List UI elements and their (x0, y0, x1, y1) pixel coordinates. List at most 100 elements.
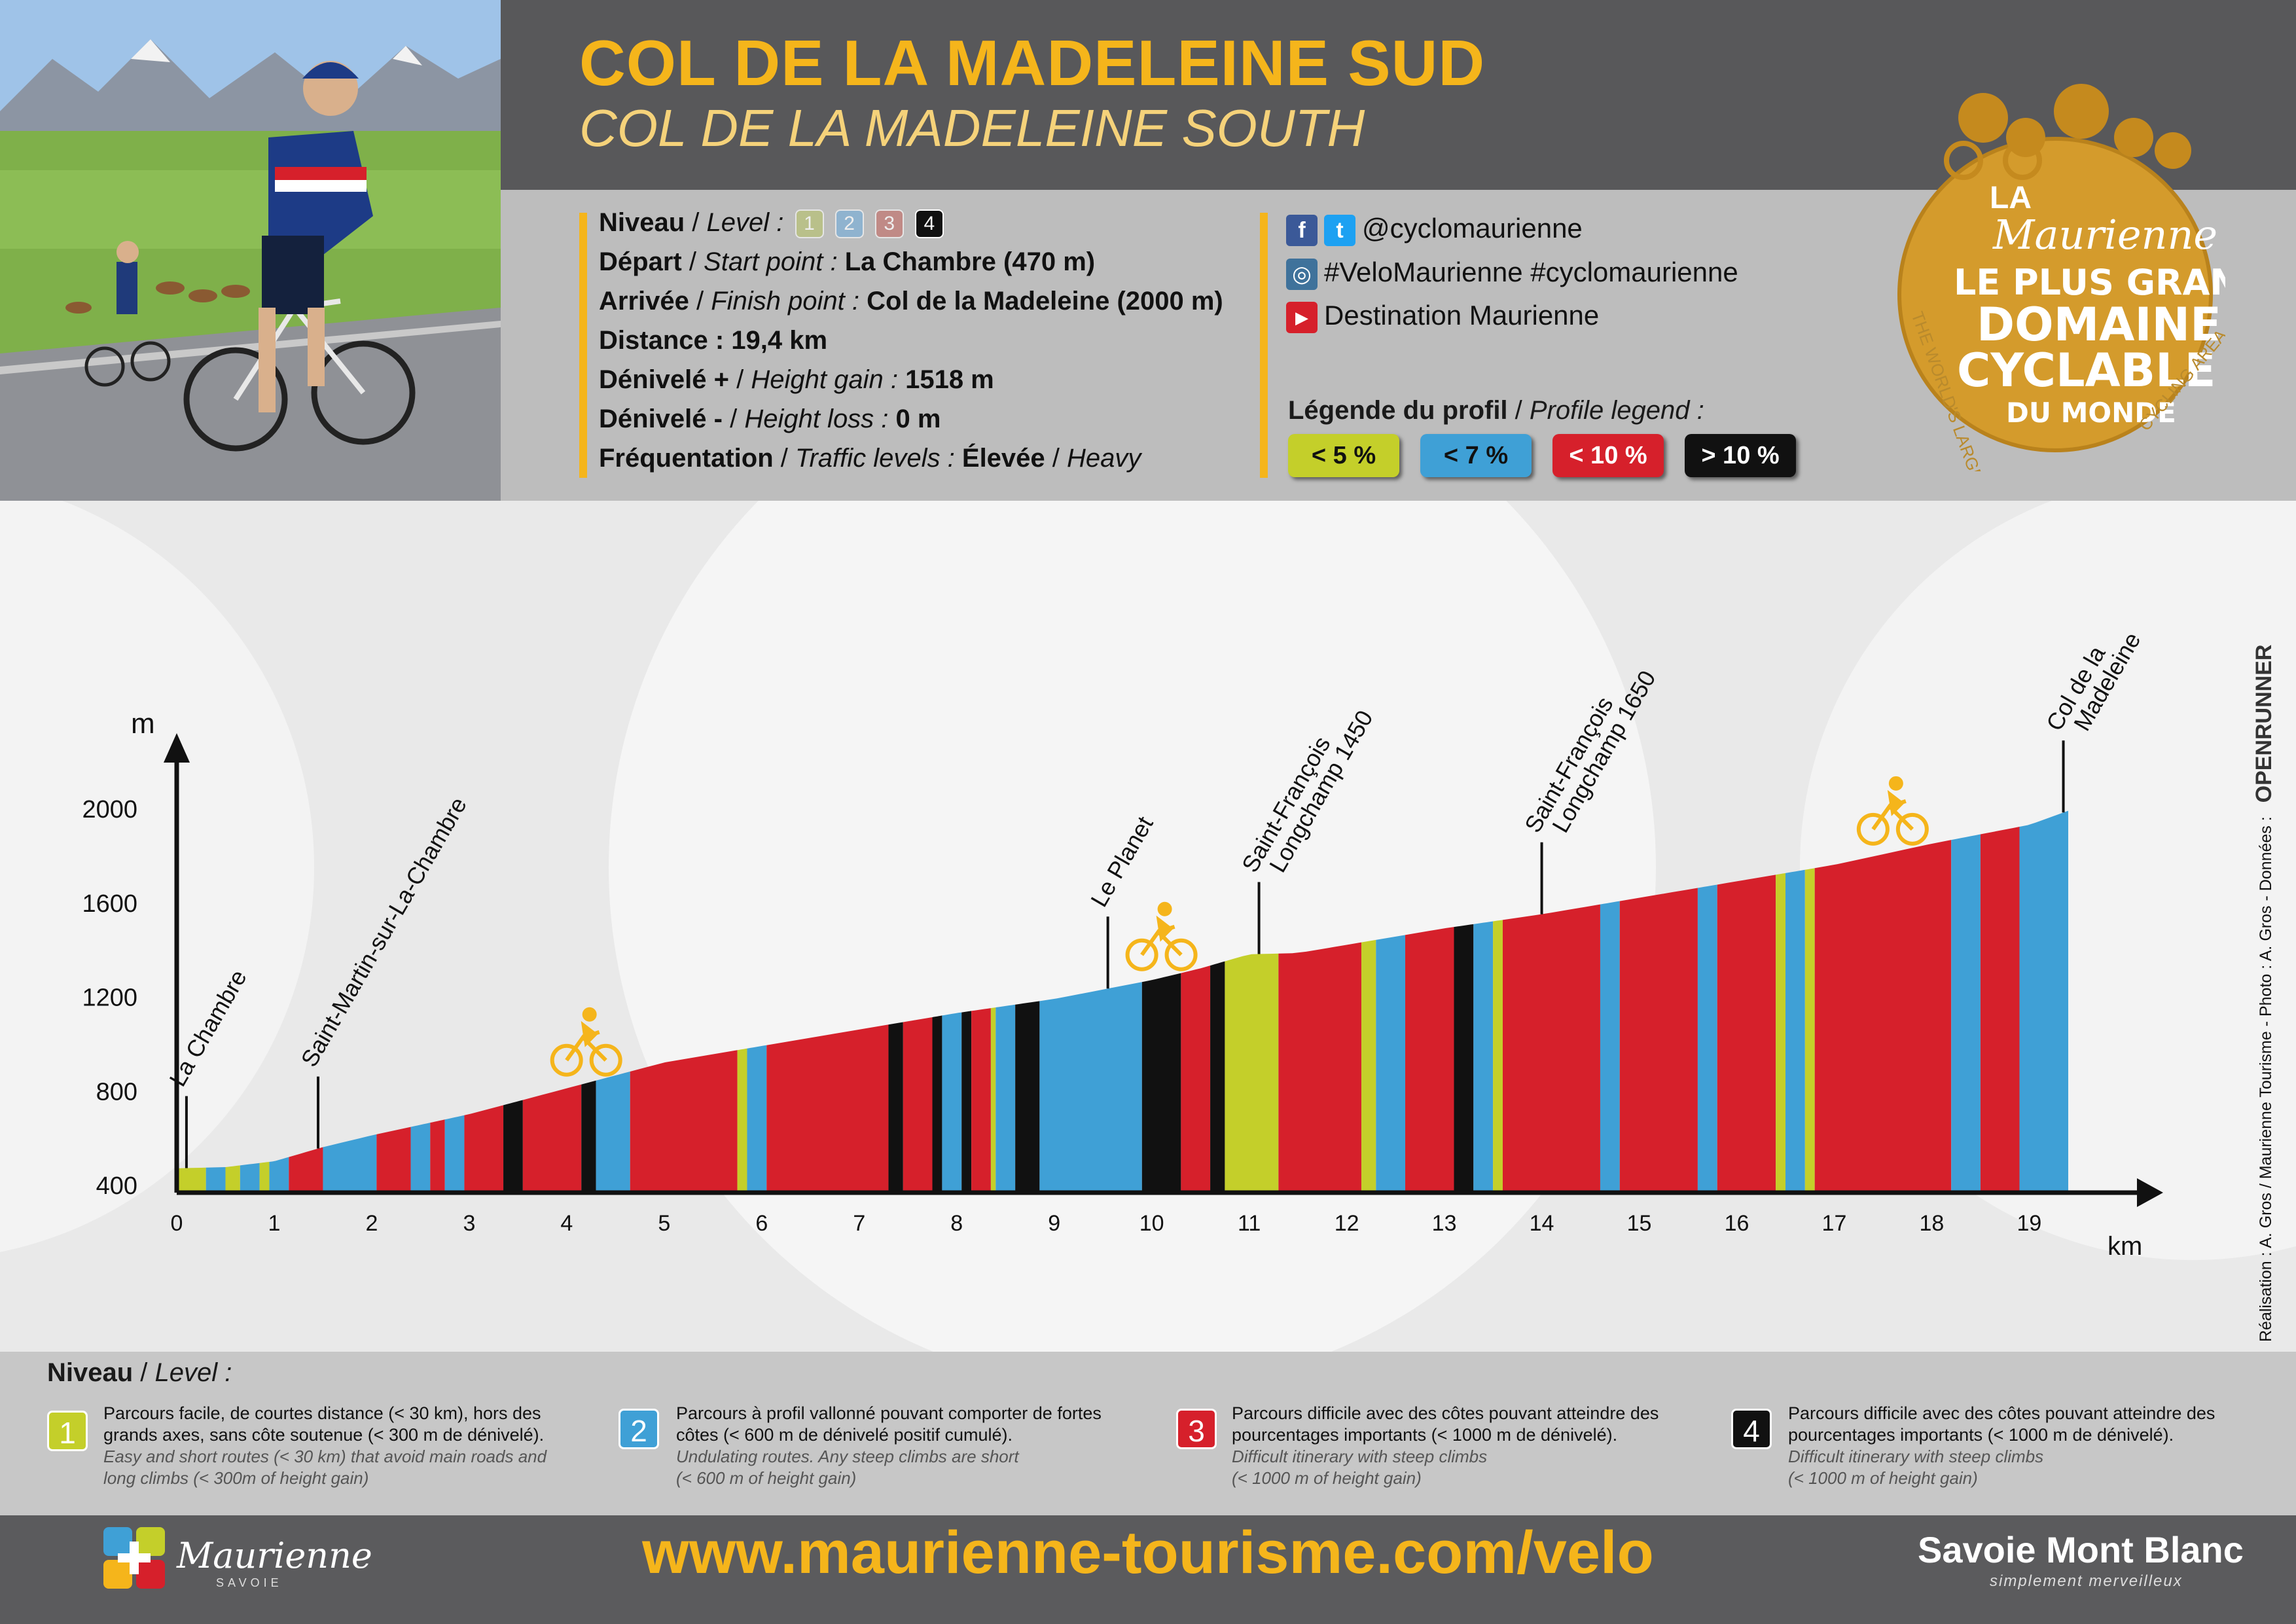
profile-segment (1951, 834, 1981, 1193)
social-twitter-facebook[interactable]: f t @cyclomaurienne (1286, 213, 1583, 246)
profile-segment (1804, 868, 1815, 1193)
website-url-link[interactable]: www.maurienne-tourisme.com/velo (642, 1519, 1654, 1586)
chart-axes (164, 733, 2163, 1207)
profile-segment (1181, 965, 1211, 1193)
twitter-icon[interactable]: t (1324, 214, 1355, 246)
maurienne-mark-icon (98, 1522, 170, 1594)
profile-segment (1785, 869, 1805, 1193)
profile-segment (410, 1123, 431, 1193)
social-accent-bar (1260, 213, 1268, 478)
profile-segment (289, 1147, 323, 1193)
level-3-badge: 3 (1176, 1409, 1217, 1449)
x-tick-label: 12 (1335, 1211, 1359, 1236)
profile-segment (503, 1100, 523, 1193)
profile-segment (1225, 953, 1279, 1193)
y-axis-arrow (164, 733, 190, 763)
x-tick-label: 5 (658, 1211, 670, 1236)
profile-segment (996, 1004, 1016, 1193)
cyclist-markers (550, 776, 1929, 1077)
profile-segment (903, 1017, 933, 1193)
footer (0, 1515, 2296, 1624)
profile-segment (737, 1048, 747, 1193)
y-tick-label: 1200 (82, 984, 137, 1012)
cyclist-icon (1856, 776, 1929, 846)
page-title: COL DE LA MADELEINE SUD (579, 27, 1486, 99)
profile-segment (1141, 973, 1181, 1193)
profile-segment (1405, 927, 1454, 1193)
social-youtube[interactable]: ▶ Destination Maurienne (1286, 300, 1599, 333)
x-tick-label: 4 (560, 1211, 573, 1236)
profile-segment (269, 1157, 289, 1193)
place-label: Le Planet (1085, 812, 1158, 911)
openrunner-logo: OPENRUNNER (2251, 644, 2276, 803)
info-finish: Arrivée / Finish point : Col de la Madel… (599, 287, 1223, 316)
cyclists-photo (0, 0, 501, 501)
profile-segment (1776, 873, 1785, 1193)
place-label: Saint-Martin-sur-La-Chambre (295, 793, 472, 1072)
profile-segment (259, 1161, 270, 1193)
profile-segment (888, 1022, 903, 1193)
profile-segment (1717, 875, 1776, 1193)
profile-segment (1210, 961, 1225, 1193)
profile-segment (1039, 982, 1142, 1193)
x-tick-label: 18 (1920, 1211, 1945, 1236)
y-tick-label: 2000 (82, 796, 137, 823)
profile-segment (1600, 901, 1620, 1193)
y-tick-label: 800 (96, 1078, 137, 1106)
profile-segment (522, 1084, 582, 1193)
profile-segment (747, 1045, 767, 1193)
y-tick-label: 1600 (82, 890, 137, 918)
profile-segment (971, 1008, 991, 1193)
profile-segment (240, 1163, 260, 1193)
legend-item-gt10: > 10 % (1685, 434, 1796, 477)
instagram-icon[interactable]: ◎ (1286, 258, 1318, 290)
profile-segment (2019, 810, 2068, 1193)
level-4-badge: 4 (1731, 1409, 1772, 1449)
level-band-title: Niveau / Level : (47, 1358, 232, 1387)
credits: Réalisation : A. Gros / Maurienne Touris… (2251, 644, 2276, 1342)
profile-segment (1278, 942, 1361, 1193)
social-instagram[interactable]: ◎ #VeloMaurienne #cyclomaurienne (1286, 257, 1738, 290)
profile-segment (1454, 924, 1474, 1193)
level-band (0, 1352, 2296, 1515)
profile-segment (932, 1015, 942, 1193)
logo-line2: DOMAINE (1977, 298, 2221, 352)
level-box-1: 1 (795, 209, 824, 239)
x-tick-label: 19 (2017, 1211, 2041, 1236)
level-2-description: Parcours à profil vallonné pouvant compo… (676, 1403, 1102, 1488)
profile-segment (990, 1007, 996, 1193)
social-hashtags: #VeloMaurienne #cyclomaurienne (1324, 257, 1738, 287)
youtube-icon[interactable]: ▶ (1286, 301, 1318, 333)
profile-segment (430, 1119, 445, 1193)
profile-segment (942, 1012, 962, 1193)
info-level: Niveau / Level : 1 2 3 4 (599, 208, 944, 239)
profile-segment (1619, 888, 1698, 1193)
x-tick-label: 9 (1048, 1211, 1060, 1236)
info-distance: Distance : 19,4 km (599, 326, 828, 355)
profile-segment (225, 1165, 240, 1193)
savoie-mont-blanc-tagline: simplement merveilleux (1990, 1572, 2183, 1590)
profile-segment (444, 1115, 465, 1193)
profile-segment (961, 1011, 972, 1193)
profile-segment (766, 1024, 889, 1193)
profile-segment (206, 1167, 226, 1193)
maurienne-logo-sub: SAVOIE (216, 1576, 283, 1589)
profile-segment (1015, 1001, 1040, 1193)
level-3-description: Parcours difficile avec des côtes pouvan… (1232, 1403, 1659, 1488)
x-tick-label: 7 (853, 1211, 865, 1236)
profile-segment (1502, 904, 1600, 1193)
facebook-icon[interactable]: f (1286, 214, 1318, 246)
info-height-loss: Dénivelé - / Height loss : 0 m (599, 405, 941, 433)
x-tick-label: 6 (755, 1211, 768, 1236)
profile-segment (1493, 920, 1503, 1193)
logo-line3: CYCLABLE (1957, 344, 2216, 397)
logo-silhouette-icon (1944, 84, 2191, 180)
x-tick-label: 17 (1822, 1211, 1847, 1236)
profile-segment (376, 1127, 411, 1193)
info-traffic: Fréquentation / Traffic levels : Élevée … (599, 444, 1141, 473)
profile-segment (581, 1080, 596, 1193)
profile-segment (1361, 939, 1376, 1193)
